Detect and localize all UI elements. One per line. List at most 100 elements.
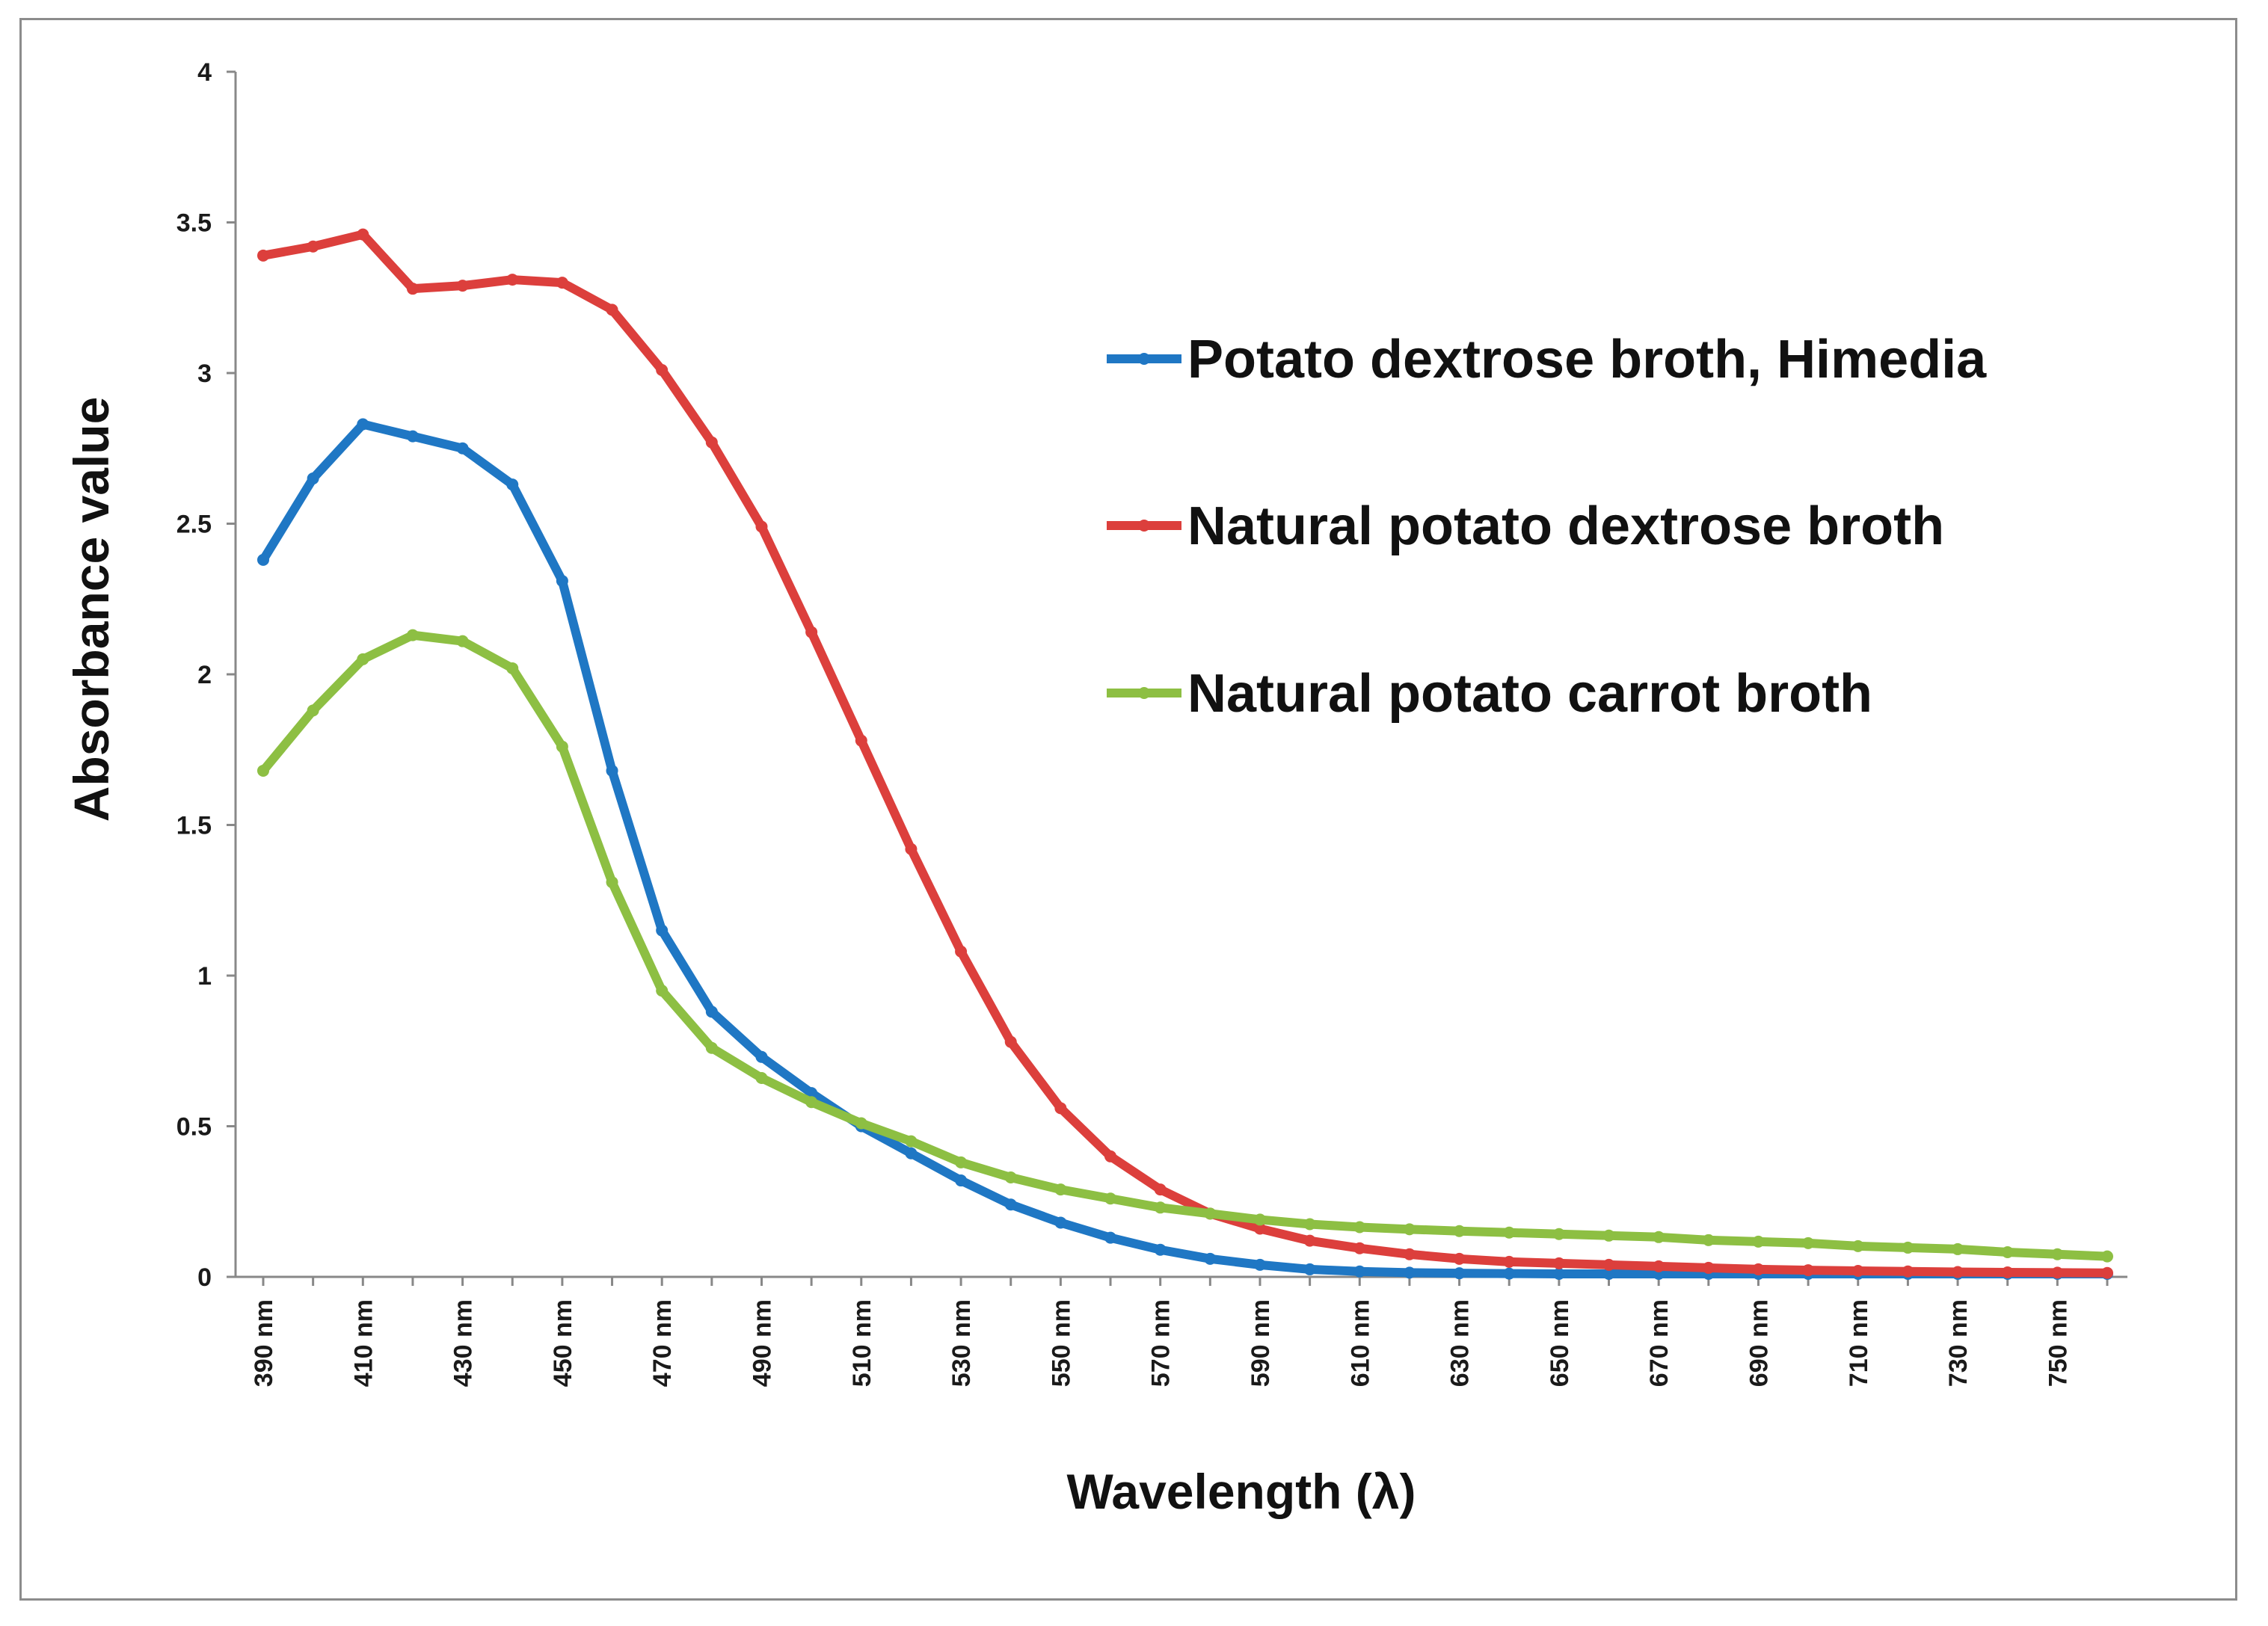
data-point	[855, 1117, 867, 1130]
data-point	[1503, 1267, 1516, 1280]
data-point	[257, 249, 269, 262]
data-point	[606, 764, 618, 777]
y-tick-label: 2	[197, 661, 212, 689]
x-tick-label: 710 nm	[1845, 1299, 1873, 1387]
legend-marker	[1138, 353, 1150, 365]
data-point	[1752, 1263, 1765, 1275]
data-point	[406, 283, 419, 295]
data-point	[1253, 1258, 1266, 1271]
series-2	[257, 228, 2113, 1279]
data-point	[1503, 1226, 1516, 1239]
data-point	[257, 764, 269, 777]
data-point	[556, 277, 568, 289]
x-tick-label: 470 nm	[648, 1299, 677, 1387]
data-point	[1602, 1267, 1615, 1280]
x-tick-label: 750 nm	[2044, 1299, 2072, 1387]
data-point	[1453, 1252, 1466, 1265]
series-3	[257, 629, 2113, 1263]
data-point	[1653, 1231, 1665, 1243]
data-point	[1602, 1229, 1615, 1242]
data-point	[1952, 1242, 1964, 1255]
x-tick-label: 670 nm	[1645, 1299, 1674, 1387]
y-axis-title: Absorbance value	[64, 397, 119, 822]
x-tick-labels: 390 nm 410 nm 430 nm 450 nm 470 nm 490 nm 510 …	[250, 1299, 2072, 1387]
data-point	[307, 240, 319, 253]
legend-label: Potato dextrose broth, Himedia	[1187, 330, 1987, 389]
data-point	[905, 843, 918, 855]
legend-label: Natural potato dextrose broth	[1187, 496, 1944, 556]
data-point	[1303, 1263, 1316, 1275]
data-point	[357, 418, 369, 431]
data-point	[905, 1147, 918, 1160]
legend: Potato dextrose broth, Himedia Natural po…	[1107, 330, 1987, 724]
series-layer	[257, 228, 2113, 1280]
data-point	[1952, 1266, 1964, 1278]
data-point	[656, 924, 669, 937]
data-point	[805, 1096, 818, 1109]
data-point	[606, 876, 618, 889]
data-point	[1503, 1255, 1516, 1268]
data-point	[357, 653, 369, 665]
y-tick-labels: 0 0.5 1 1.5 2 2.5 3 3.5 4	[176, 58, 212, 1292]
y-axis-ticks	[227, 70, 236, 1278]
data-point	[456, 635, 469, 647]
data-point	[1004, 1035, 1017, 1048]
x-tick-label: 650 nm	[1546, 1299, 1574, 1387]
data-point	[955, 1156, 968, 1168]
data-point	[506, 662, 519, 674]
series-line	[259, 630, 2112, 1261]
data-point	[1552, 1228, 1565, 1240]
data-point	[1403, 1266, 1416, 1279]
y-tick-label: 4	[197, 58, 212, 87]
data-point	[1253, 1222, 1266, 1235]
data-point	[406, 629, 419, 641]
data-point	[1403, 1223, 1416, 1236]
data-point	[1403, 1248, 1416, 1260]
data-point	[656, 363, 669, 376]
data-point	[705, 436, 718, 449]
x-tick-label: 430 nm	[449, 1299, 478, 1387]
data-point	[2051, 1266, 2064, 1279]
y-tick-label: 0	[197, 1263, 212, 1292]
data-point	[1104, 1192, 1117, 1205]
data-point	[456, 442, 469, 455]
x-tick-label: 530 nm	[947, 1299, 976, 1387]
data-point	[855, 734, 867, 747]
data-point	[556, 575, 568, 588]
data-point	[656, 985, 669, 997]
data-point	[1353, 1221, 1366, 1234]
data-point	[1154, 1201, 1167, 1214]
data-point	[705, 1006, 718, 1018]
data-point	[1104, 1150, 1117, 1162]
y-tick-label: 3	[197, 360, 212, 388]
x-tick-label: 730 nm	[1944, 1299, 1973, 1387]
data-point	[1702, 1234, 1715, 1246]
data-point	[2101, 1250, 2113, 1263]
data-point	[1902, 1265, 1914, 1278]
data-point	[307, 472, 319, 485]
legend-item: Natural potato carrot broth	[1107, 664, 1872, 724]
data-point	[2051, 1248, 2064, 1260]
data-point	[1552, 1257, 1565, 1269]
data-point	[1752, 1235, 1765, 1248]
data-point	[1303, 1234, 1316, 1247]
x-tick-label: 390 nm	[250, 1299, 278, 1387]
data-point	[755, 520, 768, 533]
x-tick-label: 570 nm	[1147, 1299, 1176, 1387]
x-tick-label: 490 nm	[748, 1299, 776, 1387]
data-point	[1204, 1207, 1217, 1220]
x-axis-title: Wavelength (λ)	[1067, 1464, 1416, 1519]
data-point	[1154, 1243, 1167, 1256]
data-point	[1653, 1260, 1665, 1272]
data-point	[1902, 1241, 1914, 1254]
y-tick-label: 1.5	[176, 812, 212, 840]
y-tick-label: 2.5	[176, 511, 212, 539]
data-point	[1004, 1171, 1017, 1184]
data-point	[705, 1041, 718, 1054]
legend-marker	[1138, 520, 1150, 532]
x-tick-label: 550 nm	[1047, 1299, 1075, 1387]
data-point	[1552, 1267, 1565, 1280]
y-tick-label: 3.5	[176, 209, 212, 238]
legend-item: Potato dextrose broth, Himedia	[1107, 330, 1987, 389]
